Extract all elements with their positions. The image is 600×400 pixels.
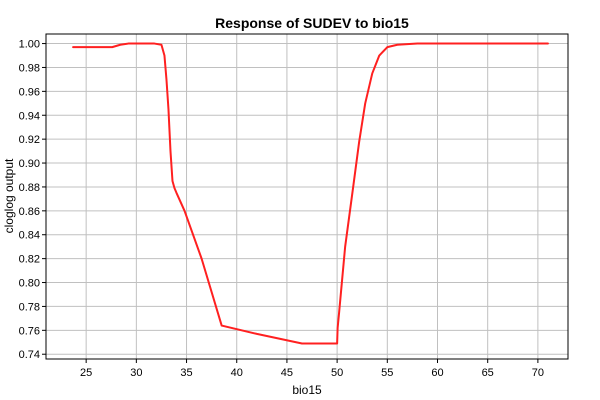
y-tick-label: 0.96 <box>19 86 40 98</box>
series-layer <box>72 42 549 345</box>
plot-frame <box>45 33 569 360</box>
y-axis-label: cloglog output <box>2 158 16 233</box>
x-tick-label: 45 <box>281 367 293 379</box>
response-curve <box>72 42 549 345</box>
y-tick-label: 0.98 <box>19 62 40 74</box>
y-tick-label: 0.86 <box>19 206 40 218</box>
x-tick-label: 55 <box>381 367 393 379</box>
y-tick-label: 0.94 <box>19 110 40 122</box>
y-tick-label: 0.84 <box>19 230 40 242</box>
x-tick-label: 50 <box>331 367 343 379</box>
y-tick-label: 0.80 <box>19 278 40 290</box>
x-tick-label: 70 <box>532 367 544 379</box>
y-tick-label: 1.00 <box>19 39 40 51</box>
y-tick-label: 0.92 <box>19 134 40 146</box>
x-tick-label: 35 <box>180 367 192 379</box>
grid-layer <box>46 34 568 359</box>
x-tick-label: 30 <box>130 367 142 379</box>
x-axis-label: bio15 <box>292 383 322 397</box>
y-tick-label: 0.78 <box>19 301 40 313</box>
y-tick-label: 0.82 <box>19 254 40 266</box>
y-tick-label: 0.88 <box>19 182 40 194</box>
y-tick-label: 0.76 <box>19 325 40 337</box>
y-tick-label: 0.74 <box>19 349 40 361</box>
x-tick-label: 25 <box>80 367 92 379</box>
y-tick-label: 0.90 <box>19 158 40 170</box>
x-tick-label: 60 <box>431 367 443 379</box>
x-tick-label: 40 <box>231 367 243 379</box>
tick-layer: 25 30 35 40 45 50 55 60 65 70 0.74 0.76 0.78 0.80 0.82… <box>19 39 544 379</box>
x-tick-label: 65 <box>482 367 494 379</box>
chart-title: Response of SUDEV to bio15 <box>215 15 409 31</box>
